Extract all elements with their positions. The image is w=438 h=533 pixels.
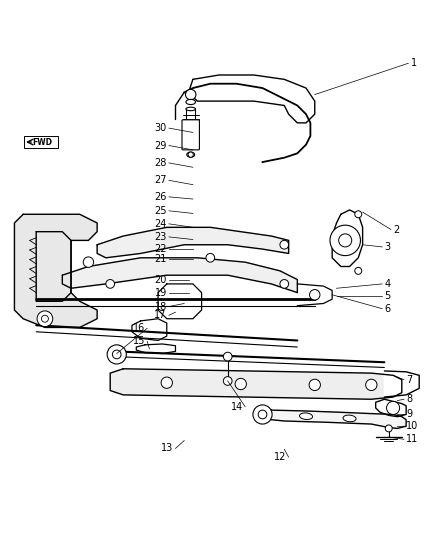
Circle shape xyxy=(223,377,232,385)
Circle shape xyxy=(42,315,48,322)
Circle shape xyxy=(280,240,289,249)
Text: 4: 4 xyxy=(385,279,391,289)
Text: 3: 3 xyxy=(385,242,391,252)
Polygon shape xyxy=(188,75,315,123)
Text: 8: 8 xyxy=(406,394,412,404)
Circle shape xyxy=(188,152,193,157)
Circle shape xyxy=(161,377,173,389)
Text: 10: 10 xyxy=(406,421,418,431)
Text: 14: 14 xyxy=(231,402,243,411)
Circle shape xyxy=(113,350,121,359)
Polygon shape xyxy=(97,228,289,258)
Polygon shape xyxy=(385,371,419,397)
Text: 26: 26 xyxy=(155,192,167,202)
Text: 18: 18 xyxy=(155,302,167,312)
Polygon shape xyxy=(376,399,406,417)
Text: 5: 5 xyxy=(385,291,391,301)
Text: 25: 25 xyxy=(154,206,167,216)
Polygon shape xyxy=(136,344,176,353)
Polygon shape xyxy=(332,210,363,266)
Text: 1: 1 xyxy=(410,58,417,68)
Text: 15: 15 xyxy=(133,336,145,346)
Text: 17: 17 xyxy=(155,310,167,320)
Circle shape xyxy=(37,311,53,327)
Polygon shape xyxy=(297,284,332,305)
Circle shape xyxy=(330,225,360,256)
Text: 6: 6 xyxy=(385,304,391,314)
Circle shape xyxy=(309,379,321,391)
Ellipse shape xyxy=(343,415,356,422)
Circle shape xyxy=(355,268,362,274)
Polygon shape xyxy=(36,232,71,301)
Circle shape xyxy=(280,279,289,288)
Text: 29: 29 xyxy=(155,141,167,150)
Text: 28: 28 xyxy=(155,158,167,168)
FancyBboxPatch shape xyxy=(182,120,199,150)
Text: 16: 16 xyxy=(133,324,145,333)
Text: 13: 13 xyxy=(161,443,173,454)
Ellipse shape xyxy=(300,413,313,419)
Circle shape xyxy=(258,410,267,419)
Circle shape xyxy=(339,234,352,247)
Ellipse shape xyxy=(186,99,195,104)
Circle shape xyxy=(385,425,392,432)
Text: 30: 30 xyxy=(155,123,167,133)
Text: 11: 11 xyxy=(406,434,418,445)
Text: 21: 21 xyxy=(155,254,167,264)
Circle shape xyxy=(310,289,320,300)
Circle shape xyxy=(253,405,272,424)
Text: 19: 19 xyxy=(155,288,167,298)
Circle shape xyxy=(106,279,115,288)
Circle shape xyxy=(223,352,232,361)
Circle shape xyxy=(235,378,247,390)
Text: 23: 23 xyxy=(155,232,167,242)
Text: 2: 2 xyxy=(393,224,399,235)
Circle shape xyxy=(206,254,215,262)
Polygon shape xyxy=(14,214,97,327)
Text: FWD: FWD xyxy=(32,138,52,147)
Ellipse shape xyxy=(187,152,194,157)
Text: 22: 22 xyxy=(154,244,167,254)
Text: 12: 12 xyxy=(274,452,286,462)
Text: 9: 9 xyxy=(406,409,412,418)
Polygon shape xyxy=(132,319,167,341)
Circle shape xyxy=(387,401,399,415)
Circle shape xyxy=(366,379,377,391)
Polygon shape xyxy=(62,258,297,293)
Circle shape xyxy=(355,211,362,218)
Text: 20: 20 xyxy=(155,276,167,286)
Ellipse shape xyxy=(186,107,195,111)
Polygon shape xyxy=(158,284,201,319)
Text: 27: 27 xyxy=(154,175,167,185)
Text: 24: 24 xyxy=(155,219,167,229)
Circle shape xyxy=(107,345,126,364)
Circle shape xyxy=(83,257,94,268)
Text: 7: 7 xyxy=(406,375,413,385)
Circle shape xyxy=(185,90,196,100)
Polygon shape xyxy=(262,410,406,429)
Polygon shape xyxy=(110,369,402,399)
FancyBboxPatch shape xyxy=(25,136,57,148)
